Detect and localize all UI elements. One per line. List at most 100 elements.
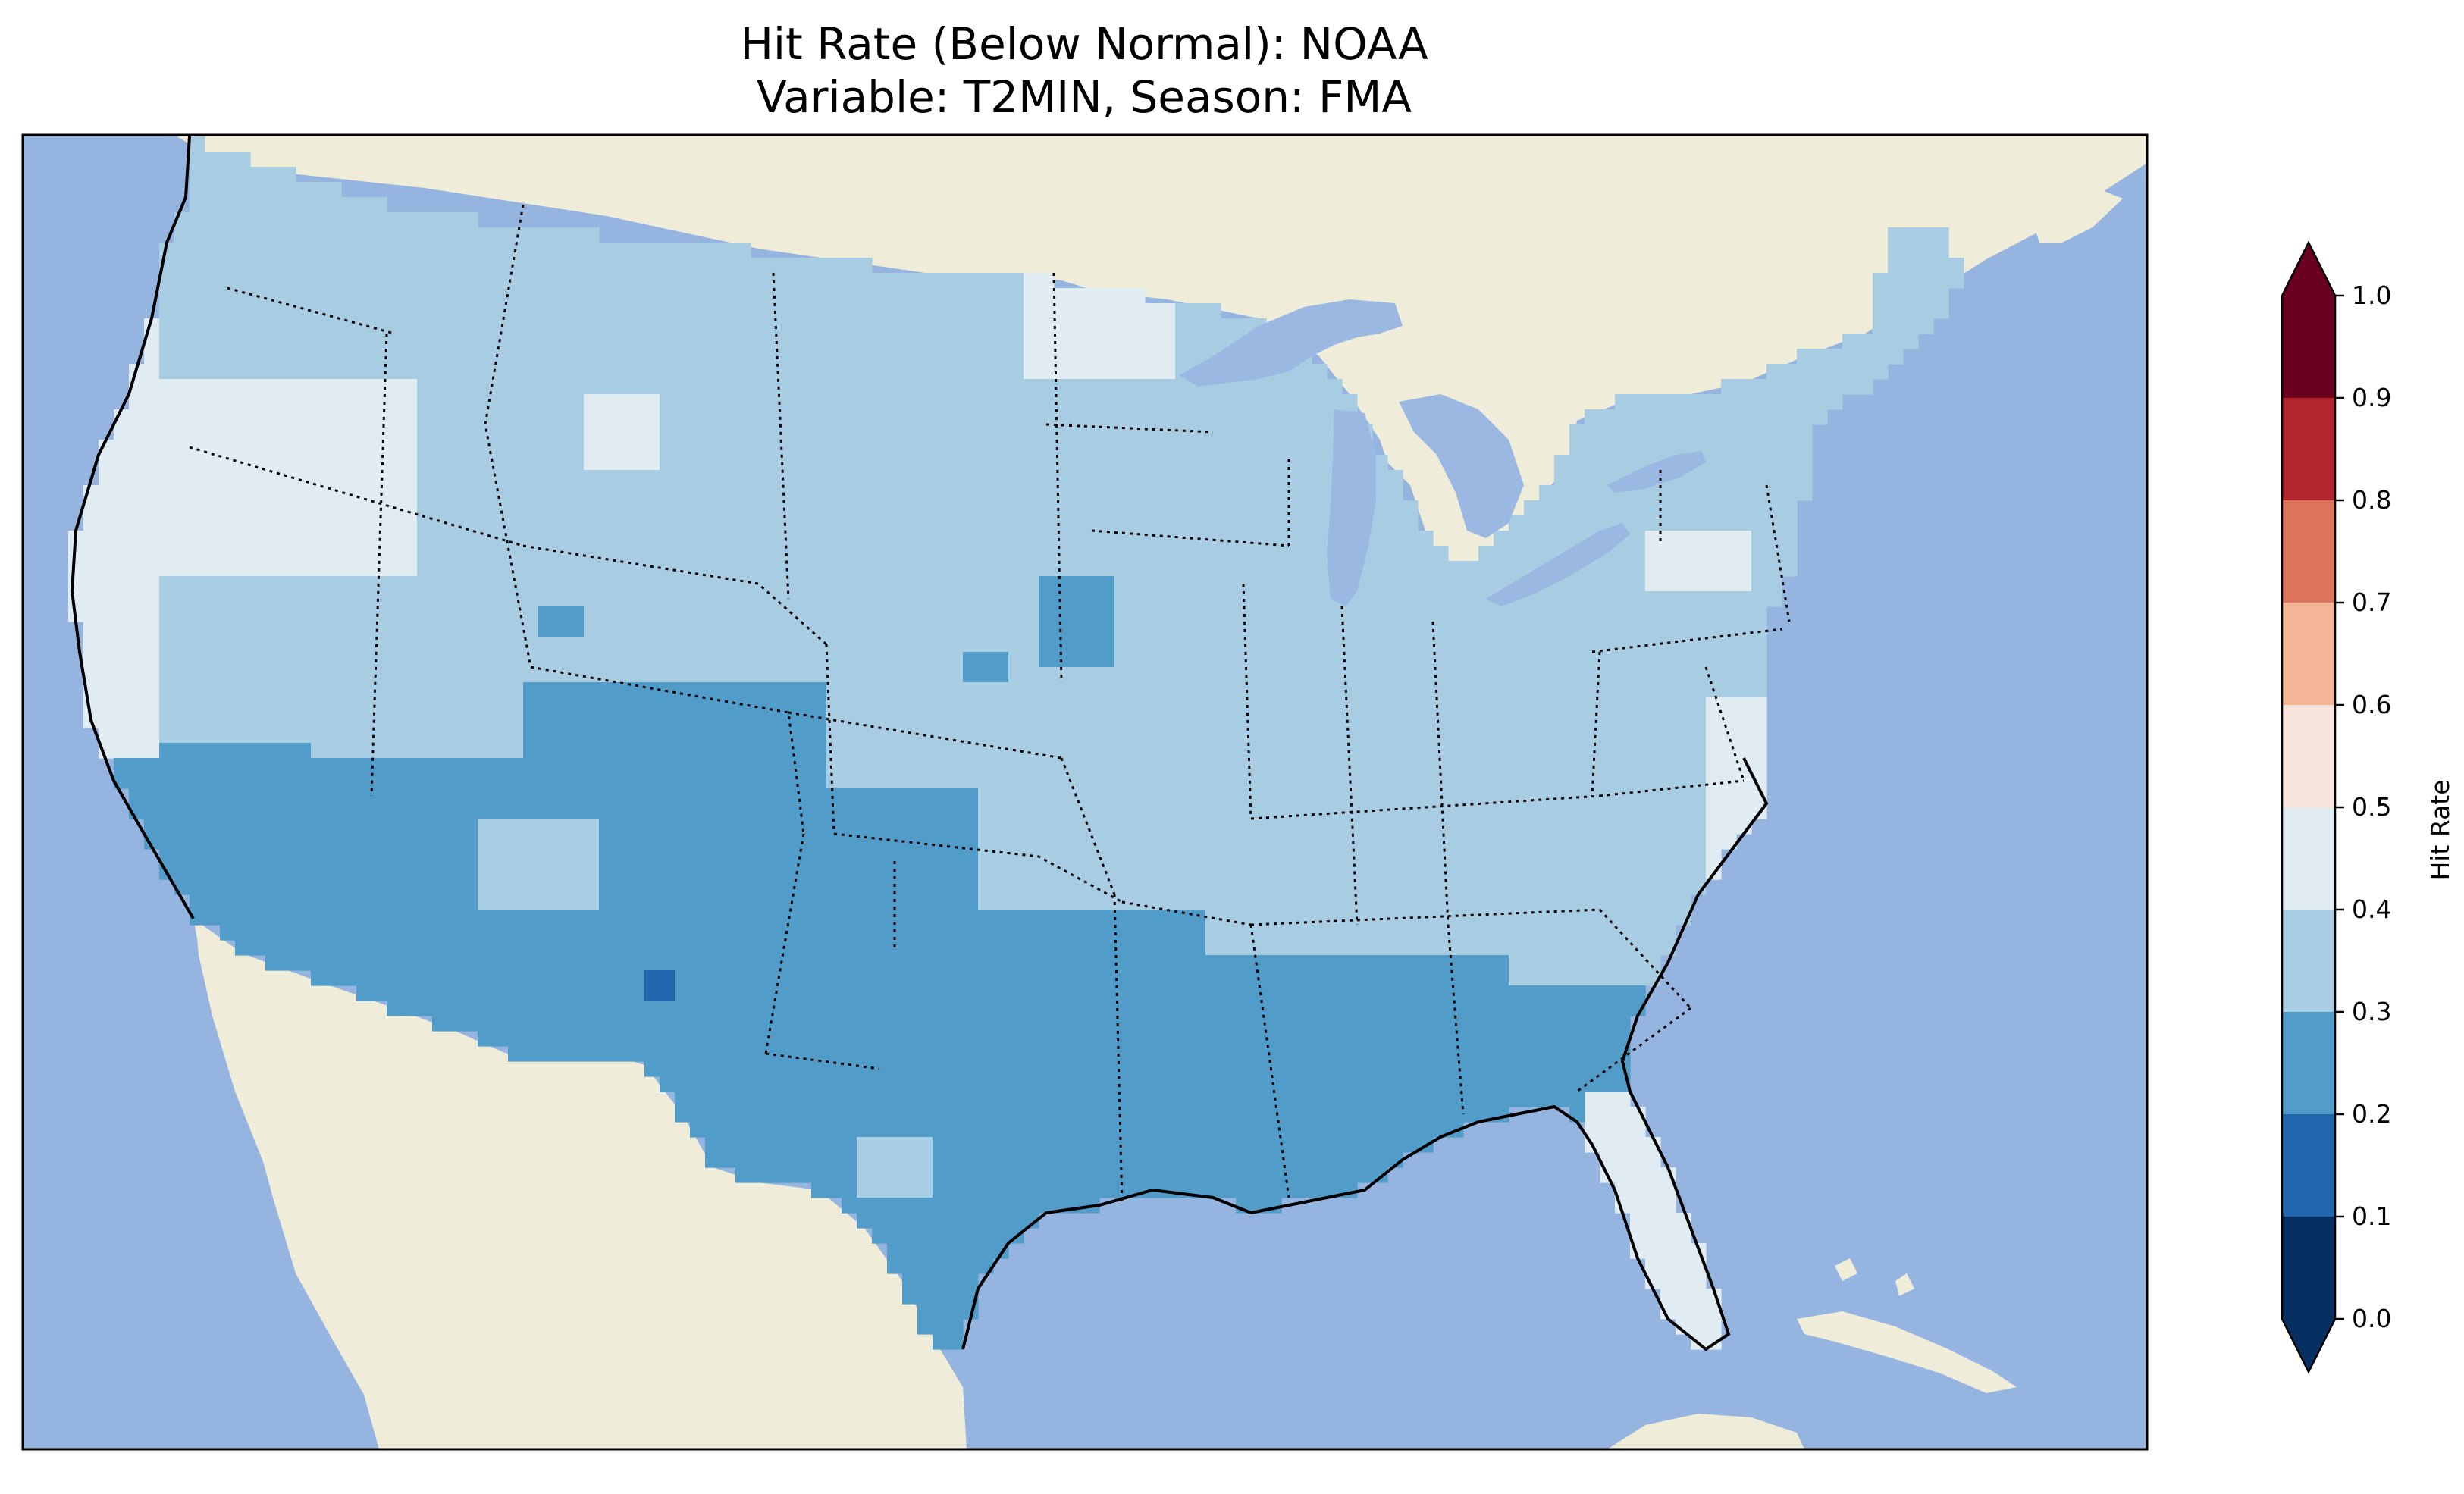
- grid-cell: [1054, 409, 1070, 425]
- grid-cell: [705, 576, 721, 592]
- grid-cell: [811, 515, 827, 531]
- grid-cell: [1403, 697, 1419, 713]
- grid-cell: [1676, 515, 1691, 531]
- grid-cell: [1615, 955, 1631, 971]
- grid-cell: [220, 167, 236, 183]
- grid-cell: [417, 819, 433, 835]
- grid-cell: [1327, 940, 1343, 956]
- grid-cell: [402, 697, 418, 713]
- grid-cell: [705, 515, 721, 531]
- grid-cell: [523, 728, 539, 744]
- grid-cell: [174, 546, 190, 562]
- grid-cell: [1251, 591, 1267, 607]
- grid-cell: [462, 591, 478, 607]
- grid-cell: [341, 667, 357, 683]
- grid-cell: [584, 424, 600, 440]
- grid-cell: [826, 591, 842, 607]
- grid-cell: [660, 318, 676, 334]
- grid-cell: [1008, 773, 1024, 789]
- grid-cell: [1069, 713, 1085, 728]
- grid-cell: [326, 531, 342, 547]
- grid-cell: [1782, 364, 1798, 380]
- grid-cell: [1130, 424, 1146, 440]
- grid-cell: [1281, 606, 1297, 622]
- grid-cell: [417, 667, 433, 683]
- grid-cell: [872, 622, 888, 637]
- grid-cell: [963, 273, 979, 289]
- grid-cell: [1114, 515, 1130, 531]
- grid-cell: [1024, 546, 1039, 562]
- grid-cell: [1766, 364, 1782, 380]
- grid-cell: [159, 743, 175, 759]
- grid-cell: [1099, 546, 1115, 562]
- grid-cell: [1039, 910, 1055, 926]
- grid-cell: [250, 606, 266, 622]
- grid-cell: [1221, 561, 1237, 577]
- grid-cell: [1372, 925, 1388, 941]
- grid-cell: [826, 622, 842, 637]
- grid-cell: [1630, 394, 1646, 410]
- grid-cell: [478, 318, 494, 334]
- grid-cell: [766, 531, 782, 547]
- grid-cell: [1342, 606, 1358, 622]
- grid-cell: [1554, 682, 1570, 698]
- grid-cell: [1524, 546, 1540, 562]
- grid-cell: [1145, 894, 1161, 910]
- grid-cell: [1266, 758, 1282, 774]
- grid-cell: [1221, 637, 1237, 653]
- grid-cell: [857, 455, 873, 471]
- grid-cell: [205, 334, 221, 349]
- grid-cell: [1857, 379, 1873, 395]
- grid-cell: [417, 879, 433, 895]
- grid-cell: [1054, 894, 1070, 910]
- grid-cell: [933, 273, 948, 289]
- grid-cell: [796, 667, 812, 683]
- grid-cell: [948, 470, 964, 486]
- grid-cell: [887, 682, 903, 698]
- grid-cell: [1509, 803, 1525, 819]
- grid-cell: [1327, 910, 1343, 926]
- grid-cell: [1721, 440, 1737, 456]
- grid-cell: [1494, 788, 1509, 804]
- grid-cell: [1721, 394, 1737, 410]
- grid-cell: [599, 652, 615, 668]
- grid-cell: [1008, 576, 1024, 592]
- grid-cell: [720, 894, 736, 910]
- grid-cell: [432, 470, 448, 486]
- grid-cell: [872, 349, 888, 365]
- grid-cell: [1236, 667, 1252, 683]
- grid-cell: [311, 773, 327, 789]
- grid-cell: [1296, 803, 1312, 819]
- grid-cell: [553, 303, 569, 319]
- grid-cell: [933, 455, 948, 471]
- grid-cell: [917, 910, 933, 926]
- grid-cell: [902, 334, 918, 349]
- grid-cell: [917, 424, 933, 440]
- grid-cell: [553, 591, 569, 607]
- grid-cell: [660, 515, 676, 531]
- grid-cell: [1372, 864, 1388, 880]
- grid-cell: [1205, 955, 1221, 971]
- grid-cell: [705, 985, 721, 1001]
- grid-cell: [235, 349, 251, 365]
- grid-cell: [872, 758, 888, 774]
- grid-cell: [523, 682, 539, 698]
- grid-cell: [614, 819, 630, 835]
- grid-cell: [1130, 440, 1146, 456]
- grid-cell: [1069, 440, 1085, 456]
- grid-cell: [1539, 637, 1555, 653]
- grid-cell: [462, 667, 478, 683]
- grid-cell: [1387, 531, 1403, 547]
- grid-cell: [1054, 606, 1070, 622]
- grid-cell: [720, 773, 736, 789]
- grid-cell: [99, 470, 114, 486]
- grid-cell: [978, 379, 994, 395]
- grid-cell: [1130, 561, 1146, 577]
- grid-cell: [1615, 834, 1631, 850]
- grid-cell: [1099, 440, 1115, 456]
- grid-cell: [553, 334, 569, 349]
- grid-cell: [387, 940, 403, 956]
- grid-cell: [1175, 955, 1191, 971]
- grid-cell: [978, 546, 994, 562]
- grid-cell: [1190, 652, 1206, 668]
